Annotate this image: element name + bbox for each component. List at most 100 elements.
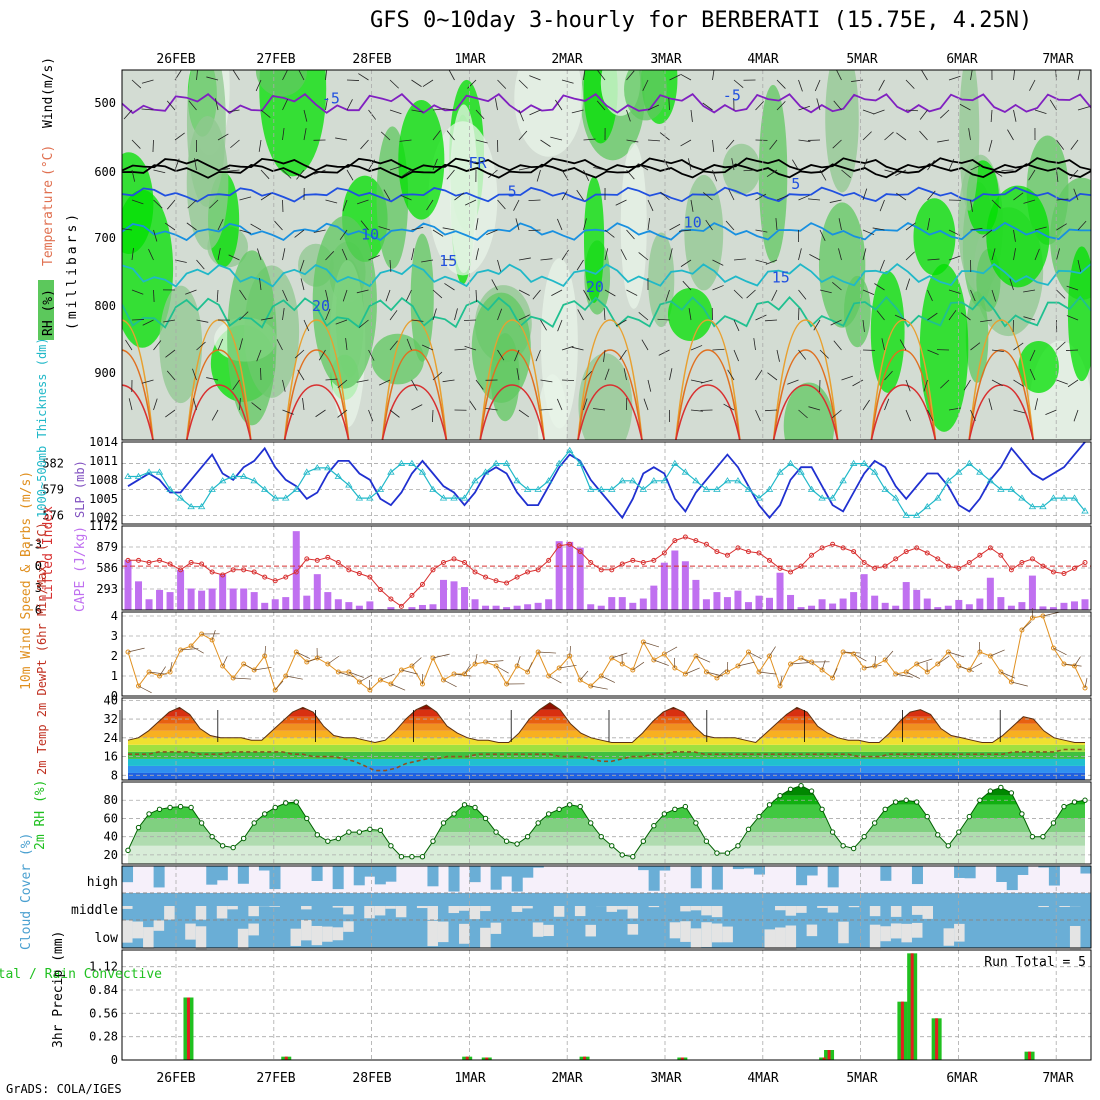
rh-point xyxy=(672,806,678,813)
wind-barb xyxy=(862,399,870,411)
wind-barb xyxy=(1013,379,1024,387)
wind-barb xyxy=(1029,349,1036,362)
thickness-marker xyxy=(997,485,1005,492)
wind-barb xyxy=(647,218,651,231)
thickness-tick: 576 xyxy=(42,508,64,522)
wind-barb xyxy=(1069,169,1079,180)
lifted-index-point xyxy=(251,569,257,575)
wind-tick: 3 xyxy=(111,629,118,643)
thickness-marker xyxy=(797,468,805,475)
thickness-marker xyxy=(1049,494,1058,501)
wind-barb-10m xyxy=(579,670,589,681)
wind-barb xyxy=(959,103,971,111)
wind-barb xyxy=(873,109,885,115)
wind-barb xyxy=(702,102,713,111)
wind-barb xyxy=(787,379,799,385)
wind-barb xyxy=(346,99,353,111)
wind-barb-10m xyxy=(159,666,166,677)
wind-barb xyxy=(454,308,458,321)
rh-point xyxy=(903,797,909,803)
wind-barb xyxy=(1034,398,1039,411)
wind-barb xyxy=(881,338,885,351)
lifted-index-point xyxy=(703,541,709,547)
wind-speed-point xyxy=(304,659,310,665)
wind-barb xyxy=(682,280,692,291)
wind-barb xyxy=(991,379,1003,387)
warm-contour xyxy=(577,384,643,440)
lifted-index-point xyxy=(588,560,594,566)
wind-speed-point xyxy=(409,663,415,669)
cloud-high-cell xyxy=(522,866,534,878)
wind-barb xyxy=(948,158,955,171)
rh-point xyxy=(314,832,320,838)
rh-point xyxy=(945,843,951,849)
top-date-axis: 26FEB 27FEB 28FEB 1MAR 2MAR 3MAR 4MAR 5M… xyxy=(156,52,1073,67)
cloud-gap xyxy=(195,906,207,920)
rh-point xyxy=(125,847,131,854)
cloud-high-cell xyxy=(153,866,165,888)
cloud-low-cell xyxy=(227,920,239,948)
wind-barb xyxy=(1013,109,1017,122)
wind-barb-10m xyxy=(516,656,521,667)
wind-barb-10m xyxy=(190,645,204,654)
thickness-marker xyxy=(839,477,847,484)
wind-barb xyxy=(1034,248,1040,261)
warm-contour xyxy=(381,349,448,440)
wind-tick: 4 xyxy=(111,609,118,623)
wind-barb xyxy=(1013,342,1024,351)
thickness-tick: 582 xyxy=(42,457,64,471)
wind-barb xyxy=(988,398,993,411)
cloud-row-low: low xyxy=(95,931,119,946)
cloud-gap xyxy=(437,921,450,943)
wind-barb-10m xyxy=(169,661,173,673)
wind-speed-point xyxy=(167,669,173,675)
cape-bar xyxy=(187,588,195,610)
wind-barb xyxy=(217,218,224,231)
temp-tick: 16 xyxy=(104,750,118,764)
lifted-index-point xyxy=(630,557,636,563)
wind-barb-10m xyxy=(527,662,533,673)
wind-barb-10m xyxy=(1011,681,1028,687)
temperature-isotherm xyxy=(122,186,1091,203)
thickness-marker xyxy=(934,494,942,501)
wind-barb xyxy=(294,229,305,238)
wind-barb xyxy=(771,289,778,301)
top-date-label: 1MAR xyxy=(454,52,485,67)
wind-barb xyxy=(411,248,415,261)
cape-bar xyxy=(271,599,279,610)
wind-barb-10m xyxy=(737,661,755,667)
wind-barb xyxy=(518,167,531,171)
cloud-gap xyxy=(701,922,713,948)
wind-barb xyxy=(153,340,162,351)
cloud-gap xyxy=(764,929,776,950)
wind-speed-point xyxy=(703,669,709,675)
cloud-low-cell xyxy=(753,920,765,948)
cape-bar xyxy=(1007,605,1015,610)
wind-barb-10m xyxy=(264,645,267,657)
rh-shading xyxy=(122,70,1091,440)
wind-barb-10m xyxy=(495,665,509,674)
wind-barb xyxy=(626,229,635,240)
wind-barb xyxy=(239,289,247,301)
thickness-marker xyxy=(913,511,921,518)
rh-patch xyxy=(648,232,675,328)
wind-barb xyxy=(851,79,864,82)
lifted-index-point xyxy=(1019,560,1025,566)
thickness-marker xyxy=(292,485,300,492)
wind-barb xyxy=(550,136,563,141)
cloud-high-cell xyxy=(1080,866,1092,874)
cloud-gap xyxy=(880,926,892,942)
wind-barb xyxy=(297,369,305,381)
wind-barb xyxy=(411,226,424,231)
wind-barb xyxy=(940,379,950,389)
lifted-index-point xyxy=(525,569,531,575)
cloud-gap xyxy=(553,906,565,917)
wind-barb-10m xyxy=(990,649,1005,657)
cape-bar xyxy=(261,602,269,610)
contour-label: 15 xyxy=(772,269,790,287)
cloud-low-cell xyxy=(606,920,618,948)
wind-barb xyxy=(485,407,498,411)
cape-bar xyxy=(429,604,437,610)
wind-barb xyxy=(1013,409,1026,414)
thickness-marker xyxy=(155,468,164,475)
